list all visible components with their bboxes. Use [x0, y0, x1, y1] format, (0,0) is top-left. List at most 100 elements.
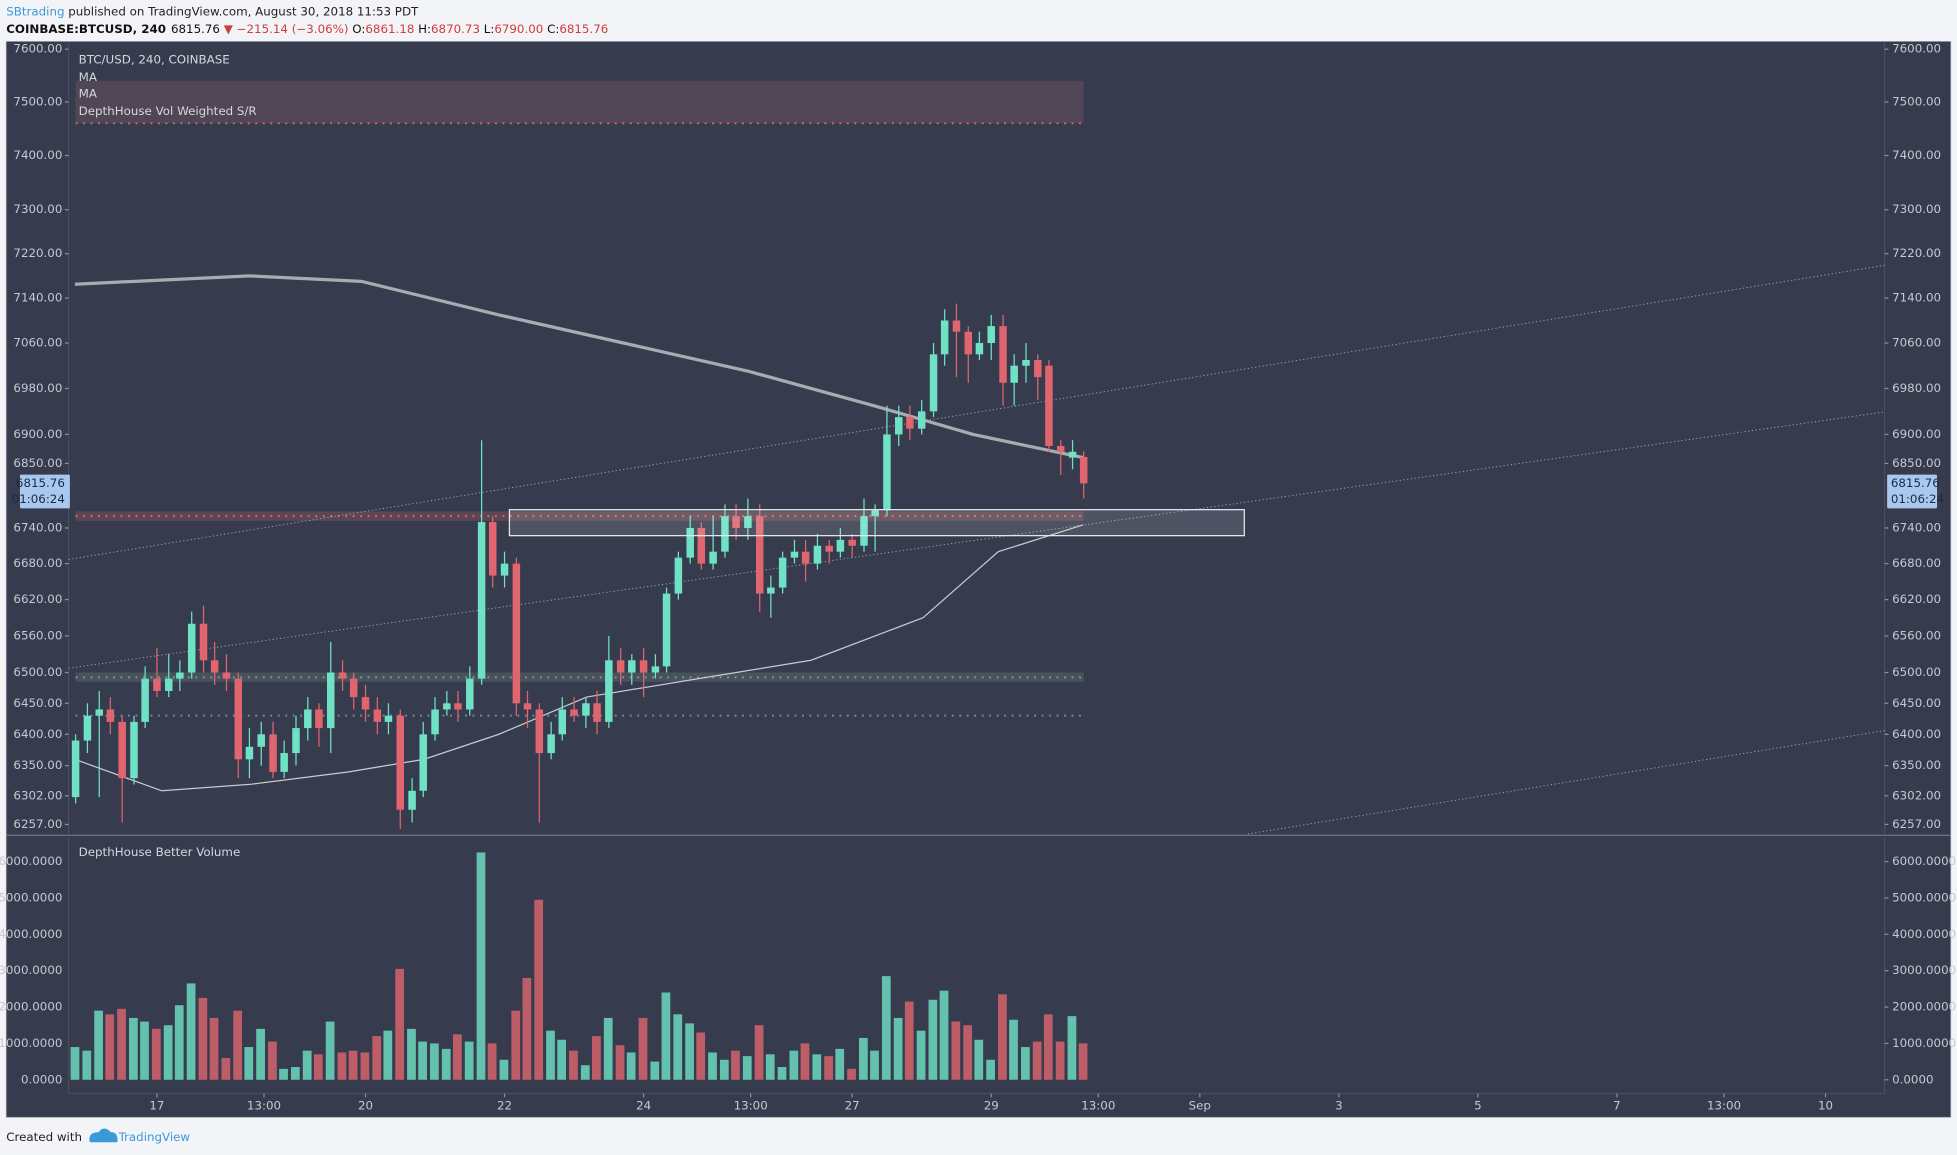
volume-bar: [476, 852, 486, 1080]
x-tick-label: 13:00: [1081, 1099, 1115, 1113]
ohlc-label: C:: [547, 21, 559, 35]
y-tick-label: 6257.00: [13, 817, 62, 831]
y-tick-label: 6680.00: [13, 556, 62, 570]
candle-body: [153, 678, 161, 691]
author[interactable]: SBtrading: [6, 4, 64, 18]
candle-body: [199, 623, 208, 661]
candle-body: [790, 551, 799, 558]
v-tick-label: 1000.0000: [0, 1036, 62, 1050]
candle-body: [83, 715, 92, 741]
candle-body: [396, 715, 405, 810]
volume-bar: [835, 1048, 845, 1080]
candle-body: [1034, 360, 1042, 378]
x-tick-label: 13:00: [1707, 1099, 1741, 1113]
candle-body: [1057, 445, 1065, 452]
v-tick-label: 2000.0000: [0, 1000, 62, 1014]
candle-body: [883, 434, 891, 511]
candle-body: [755, 516, 764, 594]
y-tick-label: 7140.00: [13, 291, 62, 305]
volume-bar: [325, 1021, 335, 1080]
y-tick-label: 6500.00: [13, 665, 62, 679]
y-tick-label: 6400.00: [1892, 727, 1941, 741]
candle-body: [130, 721, 138, 779]
volume-bar: [998, 994, 1007, 1080]
volume-bar: [603, 1017, 613, 1080]
x-tick-label: 5: [1474, 1099, 1482, 1113]
candle-body: [639, 660, 648, 673]
y-tick-label: 6560.00: [1892, 628, 1941, 642]
y-tick-label: 6740.00: [1892, 520, 1941, 534]
price-tag: [19, 474, 70, 509]
candle-body: [512, 563, 521, 704]
volume-bar: [151, 1028, 161, 1080]
volume-bar: [904, 1001, 914, 1080]
v-tick-label: 6000.0000: [0, 854, 62, 868]
candle-body: [95, 709, 103, 716]
volume-bar: [290, 1067, 300, 1080]
volume-bar: [256, 1028, 265, 1080]
volume-bar: [708, 1052, 717, 1080]
legend-ma: MA: [79, 86, 97, 100]
ohlc-label: L:: [484, 21, 495, 35]
candle-body: [593, 703, 601, 722]
volume-bar: [893, 1017, 903, 1080]
candle-body: [686, 527, 694, 558]
candle-body: [1068, 451, 1077, 458]
candle-body: [825, 545, 833, 552]
volume-bar: [812, 1054, 822, 1080]
volume-bar: [1020, 1047, 1030, 1080]
candle-body: [616, 660, 625, 673]
volume-bar: [685, 1023, 694, 1080]
candle-body: [975, 343, 984, 355]
volume-bar: [487, 1043, 497, 1080]
candle-body: [477, 522, 486, 679]
candle-body: [1079, 456, 1088, 484]
volume-bar: [881, 976, 891, 1080]
volume-bar: [569, 1050, 578, 1080]
candle-body: [419, 734, 427, 791]
candle-body: [906, 417, 914, 429]
candle-body: [895, 417, 903, 435]
candle-body: [547, 734, 555, 754]
plot: [68, 80, 1885, 1080]
x-tick-label: 29: [984, 1099, 999, 1113]
footer-brand[interactable]: TradingView: [118, 1130, 191, 1144]
x-tick-label: 13:00: [247, 1099, 281, 1113]
volume-bar: [765, 1054, 775, 1080]
candle-body: [257, 734, 265, 747]
candle-body: [315, 709, 323, 729]
candle-body: [488, 522, 497, 576]
candle-body: [697, 527, 706, 564]
legend-volume: DepthHouse Better Volume: [79, 845, 241, 859]
y-tick-label: 6560.00: [13, 628, 62, 642]
v-tick-label: 2000.0000: [1892, 1000, 1956, 1014]
candle-body: [709, 551, 717, 564]
volume-bar: [974, 1039, 984, 1080]
candle-body: [744, 516, 752, 528]
footer-created: Created with: [6, 1130, 82, 1144]
volume-bar: [233, 1010, 243, 1080]
volume-bar: [372, 1036, 382, 1080]
ohlc-label: H:: [418, 21, 431, 35]
candle-body: [106, 709, 115, 722]
v-tick-label: 5000.0000: [1892, 890, 1956, 904]
volume-bar: [348, 1050, 358, 1080]
y-tick-label: 7300.00: [13, 202, 62, 216]
y-tick-label: 6350.00: [1892, 758, 1941, 772]
volume-bar: [916, 1030, 926, 1080]
y-tick-label: 6257.00: [1892, 817, 1941, 831]
y-tick-label: 7060.00: [13, 336, 62, 350]
price-tag: [1887, 474, 1938, 509]
volume-bar: [661, 992, 671, 1080]
x-tick-label: 22: [497, 1099, 512, 1113]
candle-body: [141, 678, 149, 722]
price-tag-label: 6815.76: [16, 476, 65, 490]
y-tick-label: 6850.00: [13, 456, 62, 470]
candle-body: [940, 320, 949, 355]
candle-body: [165, 678, 173, 691]
volume-bar: [209, 1017, 219, 1080]
candle-body: [952, 320, 961, 332]
price-tag-label: 6815.76: [1891, 476, 1940, 490]
candle-body: [964, 331, 973, 355]
volume-bar: [986, 1059, 995, 1080]
